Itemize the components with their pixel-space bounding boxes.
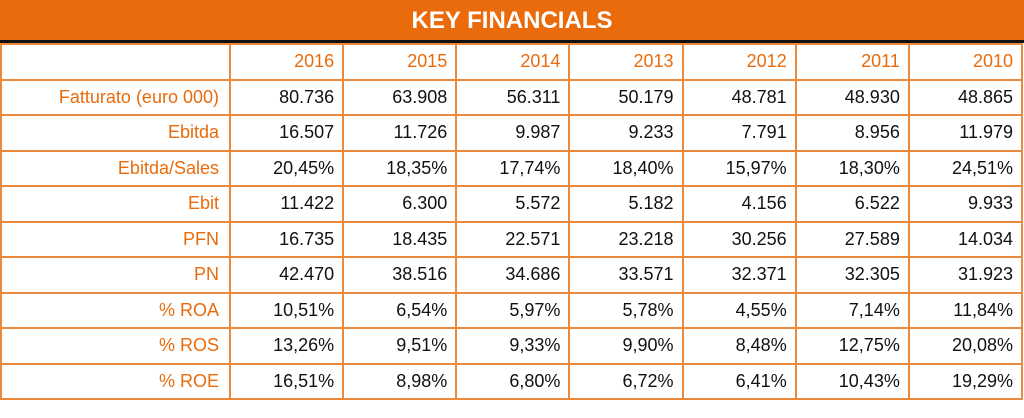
value-cell: 32.371 [681,256,797,294]
value-cell: 48.781 [681,78,797,116]
value-cell: 6.300 [342,185,458,223]
value-cell: 48.865 [907,78,1024,116]
value-cell: 6,41% [681,362,797,400]
value-cell: 24,51% [907,149,1024,187]
table-row: % ROA 10,51% 6,54% 5,97% 5,78% 4,55% 7,14% 11,8… [0,291,1024,329]
row-label: Ebit [0,185,231,223]
value-cell: 6,72% [568,362,684,400]
value-cell: 42.470 [228,256,345,294]
value-cell: 8.956 [794,114,910,152]
value-cell: 7.791 [681,114,797,152]
value-cell: 9.233 [568,114,684,152]
value-cell: 27.589 [794,220,910,258]
value-cell: 33.571 [568,256,684,294]
value-cell: 56.311 [455,78,571,116]
value-cell: 18,40% [568,149,684,187]
value-cell: 5.572 [455,185,571,223]
value-cell: 9,90% [568,327,684,365]
year-header: 2015 [342,43,458,81]
row-label: Ebitda/Sales [0,149,231,187]
table-row: Ebitda/Sales 20,45% 18,35% 17,74% 18,40% 15,9… [0,149,1024,187]
value-cell: 15,97% [681,149,797,187]
value-cell: 34.686 [455,256,571,294]
value-cell: 11.422 [228,185,345,223]
table-row: % ROS 13,26% 9,51% 9,33% 9,90% 8,48% 12,75% 20,… [0,327,1024,365]
year-header: 2016 [228,43,345,81]
value-cell: 16,51% [228,362,345,400]
value-cell: 31.923 [907,256,1024,294]
value-cell: 4.156 [681,185,797,223]
value-cell: 18,35% [342,149,458,187]
value-cell: 18.435 [342,220,458,258]
year-header: 2014 [455,43,571,81]
value-cell: 8,98% [342,362,458,400]
value-cell: 19,29% [907,362,1024,400]
value-cell: 9,51% [342,327,458,365]
row-label: % ROE [0,362,231,400]
row-label: PFN [0,220,231,258]
value-cell: 22.571 [455,220,571,258]
corner-cell [0,43,231,81]
value-cell: 16.735 [228,220,345,258]
value-cell: 9,33% [455,327,571,365]
value-cell: 14.034 [907,220,1024,258]
value-cell: 6.522 [794,185,910,223]
value-cell: 5.182 [568,185,684,223]
value-cell: 11,84% [907,291,1024,329]
value-cell: 6,80% [455,362,571,400]
header-row: 2016 2015 2014 2013 2012 2011 2010 [0,43,1024,81]
value-cell: 50.179 [568,78,684,116]
value-cell: 20,08% [907,327,1024,365]
table-row: Ebit 11.422 6.300 5.572 5.182 4.156 6.522 9.933 [0,185,1024,223]
value-cell: 48.930 [794,78,910,116]
value-cell: 11.726 [342,114,458,152]
value-cell: 20,45% [228,149,345,187]
value-cell: 38.516 [342,256,458,294]
row-label: PN [0,256,231,294]
value-cell: 12,75% [794,327,910,365]
key-financials-table: 2016 2015 2014 2013 2012 2011 2010 Fatturato (e… [0,43,1024,400]
table-row: Ebitda 16.507 11.726 9.987 9.233 7.791 8.956 11… [0,114,1024,152]
value-cell: 5,97% [455,291,571,329]
value-cell: 18,30% [794,149,910,187]
value-cell: 80.736 [228,78,345,116]
value-cell: 7,14% [794,291,910,329]
value-cell: 5,78% [568,291,684,329]
table-row: % ROE 16,51% 8,98% 6,80% 6,72% 6,41% 10,43% 19,… [0,362,1024,400]
year-header: 2012 [681,43,797,81]
value-cell: 10,43% [794,362,910,400]
value-cell: 4,55% [681,291,797,329]
value-cell: 10,51% [228,291,345,329]
value-cell: 30.256 [681,220,797,258]
row-label: Ebitda [0,114,231,152]
table-row: Fatturato (euro 000) 80.736 63.908 56.311 50… [0,78,1024,116]
year-header: 2010 [907,43,1024,81]
value-cell: 17,74% [455,149,571,187]
table-row: PN 42.470 38.516 34.686 33.571 32.371 32.305 31… [0,256,1024,294]
value-cell: 23.218 [568,220,684,258]
table-row: PFN 16.735 18.435 22.571 23.218 30.256 27.589 1… [0,220,1024,258]
row-label: % ROS [0,327,231,365]
value-cell: 32.305 [794,256,910,294]
value-cell: 8,48% [681,327,797,365]
value-cell: 63.908 [342,78,458,116]
row-label: % ROA [0,291,231,329]
value-cell: 6,54% [342,291,458,329]
value-cell: 9.987 [455,114,571,152]
year-header: 2011 [794,43,910,81]
value-cell: 16.507 [228,114,345,152]
row-label: Fatturato (euro 000) [0,78,231,116]
value-cell: 9.933 [907,185,1024,223]
value-cell: 11.979 [907,114,1024,152]
value-cell: 13,26% [228,327,345,365]
year-header: 2013 [568,43,684,81]
table-title: KEY FINANCIALS [0,0,1024,43]
